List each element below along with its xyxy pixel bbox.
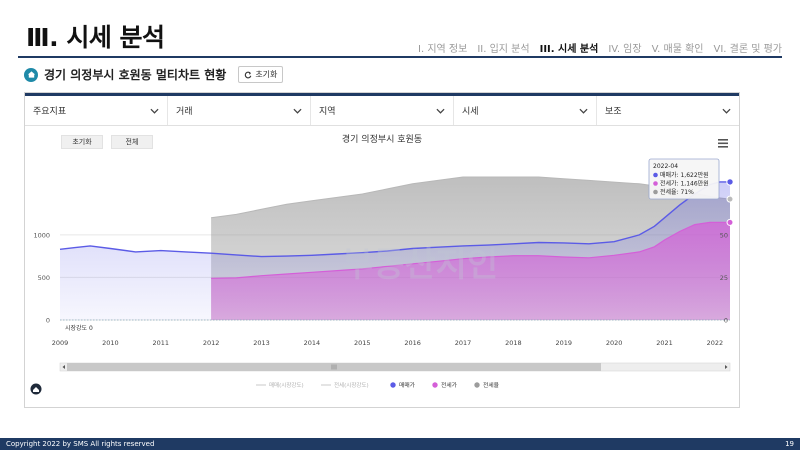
chart-button-group: 초기화 전체 <box>61 135 153 149</box>
baseline-label: 시장강도 0 <box>65 324 93 332</box>
filter-label: 시세 <box>462 107 479 117</box>
chart-all-button[interactable]: 전체 <box>111 135 153 149</box>
chart-legend: 매매(시장강도) 전세(시장강도) 매매가 전세가 전세율 <box>256 381 500 389</box>
legend-dot-marker <box>432 382 438 388</box>
x-tick-label: 2021 <box>656 339 673 347</box>
filter-label: 보조 <box>605 107 622 117</box>
y-left-tick-label: 500 <box>38 274 50 282</box>
x-tick-label: 2020 <box>606 339 623 347</box>
menu-bar <box>718 142 728 145</box>
legend-item-label: 전세가 <box>441 381 458 389</box>
page-title: Ⅲ. 시세 분석 <box>26 23 165 52</box>
subheader-title: 경기 의정부시 호원동 멀티차트 현황 <box>44 68 227 82</box>
tooltip-line: 매매가: 1,622만원 <box>660 171 709 179</box>
nav-tab-6[interactable]: VI. 결론 및 평가 <box>713 44 782 55</box>
jeonse-ratio-end-point <box>726 195 734 203</box>
scroll-right-arrow-icon <box>725 365 728 369</box>
brand-logo-icon <box>30 383 42 395</box>
legend-dot-marker <box>474 382 480 388</box>
nav-tab-4[interactable]: IV. 임장 <box>608 44 642 55</box>
filter-bar: 주요지표 거래 지역 시세 보조 <box>25 96 739 126</box>
tooltip-line: 전세율: 71% <box>660 188 694 196</box>
nav-tab-3[interactable]: III. 시세 분석 <box>539 44 599 55</box>
chevron-down-icon <box>436 108 445 114</box>
tooltip-marker <box>653 172 658 178</box>
legend-item-label: 전세율 <box>483 381 500 389</box>
legend-item-label: 매매가 <box>399 381 416 389</box>
y-left-tick-label: 0 <box>46 317 50 325</box>
watermark-text: 부동산지인 <box>342 245 498 285</box>
jeonse-end-point <box>726 218 734 226</box>
legend-item-label: 전세(시장강도) <box>334 381 369 389</box>
x-tick-label: 2009 <box>52 339 69 347</box>
chevron-down-icon <box>722 108 731 114</box>
chart-reset-button[interactable]: 초기화 <box>61 135 103 149</box>
x-tick-label: 2015 <box>354 339 371 347</box>
x-tick-label: 2022 <box>707 339 724 347</box>
filter-label: 거래 <box>176 107 193 117</box>
series-sale-line <box>59 181 730 258</box>
panel-top-bar <box>25 93 739 96</box>
series-jeonse-area <box>211 222 731 320</box>
x-tick-label: 2019 <box>555 339 572 347</box>
page-number: 19 <box>785 440 794 448</box>
tooltip-box <box>648 158 720 200</box>
filter-price[interactable]: 시세 <box>454 96 597 125</box>
nav-tab-5[interactable]: V. 매물 확인 <box>651 44 704 55</box>
chevron-down-icon <box>150 108 159 114</box>
chart-title: 경기 의정부시 호원동 <box>342 133 422 145</box>
legend-dot-marker <box>390 382 396 388</box>
filter-main-indicator[interactable]: 주요지표 <box>25 96 168 125</box>
title-divider <box>18 56 782 58</box>
x-tick-label: 2014 <box>304 339 321 347</box>
subheader: 경기 의정부시 호원동 멀티차트 현황 초기화 <box>24 66 284 83</box>
refresh-icon <box>245 71 252 78</box>
scrollbar-grip-icon <box>331 364 337 370</box>
legend-item-label: 매매(시장강도) <box>269 381 304 389</box>
series-jeonse-line <box>211 221 730 279</box>
y-right-tick-label: 0 <box>724 317 728 325</box>
x-tick-label: 2010 <box>102 339 119 347</box>
filter-trade[interactable]: 거래 <box>168 96 311 125</box>
tooltip-marker <box>653 189 658 195</box>
reset-button-label: 초기화 <box>255 70 278 79</box>
chevron-down-icon <box>579 108 588 114</box>
chart-scrollbar[interactable] <box>59 362 731 372</box>
menu-bar <box>718 139 728 141</box>
home-icon <box>24 67 38 82</box>
nav-tab-1[interactable]: I. 지역 정보 <box>418 44 468 55</box>
x-tick-label: 2016 <box>404 339 421 347</box>
y-right-tick-label: 50 <box>720 231 728 239</box>
section-nav: I. 지역 정보 II. 입지 분석 III. 시세 분석 IV. 임장 V. … <box>418 40 782 55</box>
x-tick-label: 2011 <box>152 339 169 347</box>
tooltip-marker <box>653 181 658 186</box>
y-left-tick-label: 1000 <box>33 231 50 239</box>
x-tick-label: 2018 <box>505 339 522 347</box>
footer: Copyright 2022 by SMS All rights reserve… <box>0 438 800 450</box>
filter-auxiliary[interactable]: 보조 <box>597 96 739 125</box>
filter-label: 주요지표 <box>33 107 67 117</box>
tooltip-line: 전세가: 1,146만원 <box>660 180 709 188</box>
tooltip-date: 2022-04 <box>653 163 678 170</box>
chevron-down-icon <box>293 108 302 114</box>
reset-button[interactable]: 초기화 <box>238 66 284 83</box>
x-tick-label: 2013 <box>253 339 270 347</box>
scroll-left-arrow-icon <box>62 365 65 369</box>
sale-end-point <box>726 178 734 186</box>
x-tick-label: 2017 <box>455 339 472 347</box>
chart-menu-icon[interactable] <box>718 139 728 148</box>
copyright-text: Copyright 2022 by SMS All rights reserve… <box>6 440 155 448</box>
filter-label: 지역 <box>319 107 336 117</box>
logo-house <box>33 387 39 392</box>
filter-region[interactable]: 지역 <box>311 96 454 125</box>
nav-tab-2[interactable]: II. 입지 분석 <box>477 44 530 55</box>
y-right-tick-label: 25 <box>720 274 728 282</box>
x-tick-label: 2012 <box>203 339 220 347</box>
menu-bar <box>718 146 728 148</box>
